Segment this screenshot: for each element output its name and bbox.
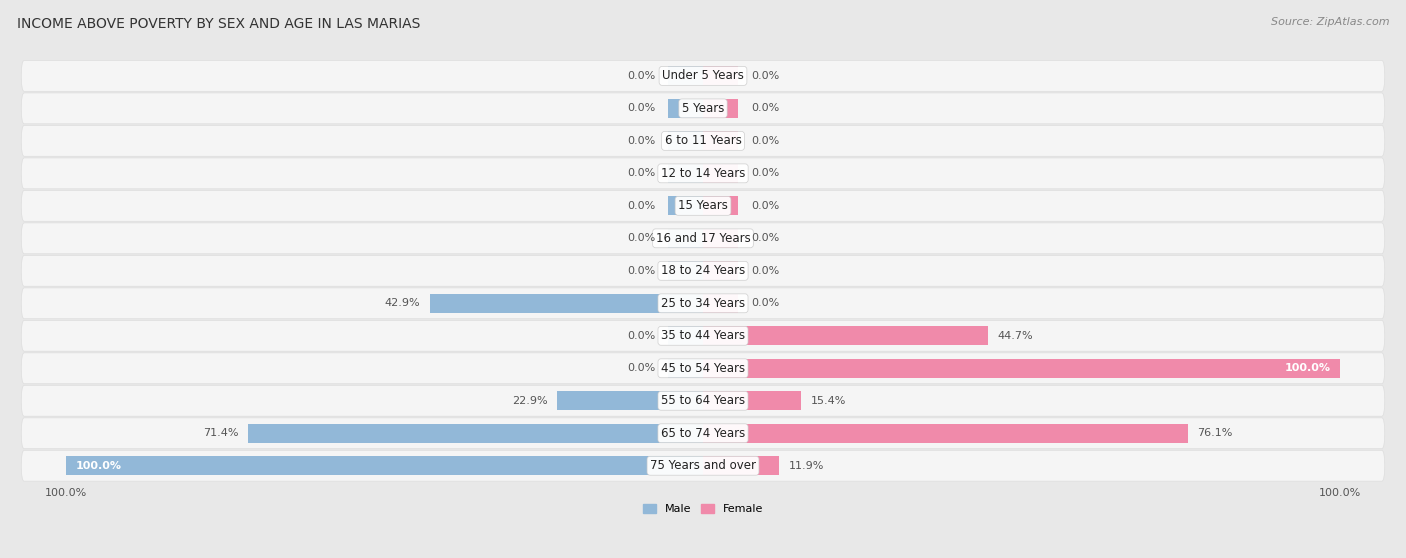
- Bar: [668, 326, 703, 345]
- Text: 55 to 64 Years: 55 to 64 Years: [661, 395, 745, 407]
- Text: 0.0%: 0.0%: [751, 233, 779, 243]
- FancyBboxPatch shape: [21, 126, 1385, 156]
- Text: 0.0%: 0.0%: [751, 103, 779, 113]
- Bar: [430, 294, 703, 312]
- Text: 75 Years and over: 75 Years and over: [650, 459, 756, 472]
- Bar: [703, 196, 738, 215]
- Text: 0.0%: 0.0%: [627, 233, 655, 243]
- Text: 0.0%: 0.0%: [751, 266, 779, 276]
- FancyBboxPatch shape: [21, 288, 1385, 319]
- Text: 0.0%: 0.0%: [627, 201, 655, 211]
- Legend: Male, Female: Male, Female: [643, 504, 763, 514]
- Text: 44.7%: 44.7%: [997, 331, 1033, 341]
- Bar: [668, 229, 703, 248]
- Text: INCOME ABOVE POVERTY BY SEX AND AGE IN LAS MARIAS: INCOME ABOVE POVERTY BY SEX AND AGE IN L…: [17, 17, 420, 31]
- Text: 100.0%: 100.0%: [76, 461, 121, 471]
- Text: 0.0%: 0.0%: [627, 136, 655, 146]
- Bar: [703, 456, 779, 475]
- Text: 18 to 24 Years: 18 to 24 Years: [661, 264, 745, 277]
- Text: Source: ZipAtlas.com: Source: ZipAtlas.com: [1271, 17, 1389, 27]
- Text: 65 to 74 Years: 65 to 74 Years: [661, 427, 745, 440]
- Text: 0.0%: 0.0%: [627, 363, 655, 373]
- Text: 15 Years: 15 Years: [678, 199, 728, 213]
- FancyBboxPatch shape: [21, 60, 1385, 92]
- FancyBboxPatch shape: [21, 223, 1385, 254]
- Bar: [66, 456, 703, 475]
- Text: 0.0%: 0.0%: [627, 103, 655, 113]
- Text: 12 to 14 Years: 12 to 14 Years: [661, 167, 745, 180]
- Text: 0.0%: 0.0%: [627, 71, 655, 81]
- FancyBboxPatch shape: [21, 190, 1385, 222]
- Text: 16 and 17 Years: 16 and 17 Years: [655, 232, 751, 245]
- Text: 0.0%: 0.0%: [751, 299, 779, 309]
- Text: 45 to 54 Years: 45 to 54 Years: [661, 362, 745, 375]
- Text: 5 Years: 5 Years: [682, 102, 724, 115]
- FancyBboxPatch shape: [21, 353, 1385, 384]
- Bar: [247, 424, 703, 442]
- Text: 0.0%: 0.0%: [751, 136, 779, 146]
- Text: 11.9%: 11.9%: [789, 461, 824, 471]
- Bar: [668, 164, 703, 183]
- Text: 71.4%: 71.4%: [202, 428, 239, 438]
- Text: 6 to 11 Years: 6 to 11 Years: [665, 134, 741, 147]
- FancyBboxPatch shape: [21, 450, 1385, 481]
- FancyBboxPatch shape: [21, 320, 1385, 351]
- Bar: [668, 261, 703, 280]
- Text: 15.4%: 15.4%: [811, 396, 846, 406]
- FancyBboxPatch shape: [21, 386, 1385, 416]
- Bar: [668, 99, 703, 118]
- Bar: [703, 326, 988, 345]
- Bar: [703, 164, 738, 183]
- Bar: [703, 99, 738, 118]
- Bar: [668, 132, 703, 150]
- Bar: [703, 229, 738, 248]
- Text: 0.0%: 0.0%: [627, 266, 655, 276]
- FancyBboxPatch shape: [21, 93, 1385, 124]
- FancyBboxPatch shape: [21, 418, 1385, 449]
- Bar: [668, 196, 703, 215]
- Text: 22.9%: 22.9%: [512, 396, 547, 406]
- FancyBboxPatch shape: [21, 158, 1385, 189]
- Bar: [668, 359, 703, 378]
- Text: 0.0%: 0.0%: [627, 331, 655, 341]
- Text: 0.0%: 0.0%: [627, 169, 655, 179]
- Text: 0.0%: 0.0%: [751, 169, 779, 179]
- Text: 0.0%: 0.0%: [751, 71, 779, 81]
- Text: 42.9%: 42.9%: [384, 299, 420, 309]
- Bar: [703, 294, 738, 312]
- Text: 0.0%: 0.0%: [751, 201, 779, 211]
- Text: 25 to 34 Years: 25 to 34 Years: [661, 297, 745, 310]
- Bar: [703, 391, 801, 410]
- Text: 76.1%: 76.1%: [1198, 428, 1233, 438]
- FancyBboxPatch shape: [21, 256, 1385, 286]
- Bar: [703, 261, 738, 280]
- Bar: [703, 359, 1340, 378]
- Text: 100.0%: 100.0%: [1285, 363, 1330, 373]
- Bar: [703, 132, 738, 150]
- Text: 35 to 44 Years: 35 to 44 Years: [661, 329, 745, 342]
- Bar: [703, 66, 738, 85]
- Bar: [668, 66, 703, 85]
- Bar: [557, 391, 703, 410]
- Bar: [703, 424, 1188, 442]
- Text: Under 5 Years: Under 5 Years: [662, 69, 744, 83]
